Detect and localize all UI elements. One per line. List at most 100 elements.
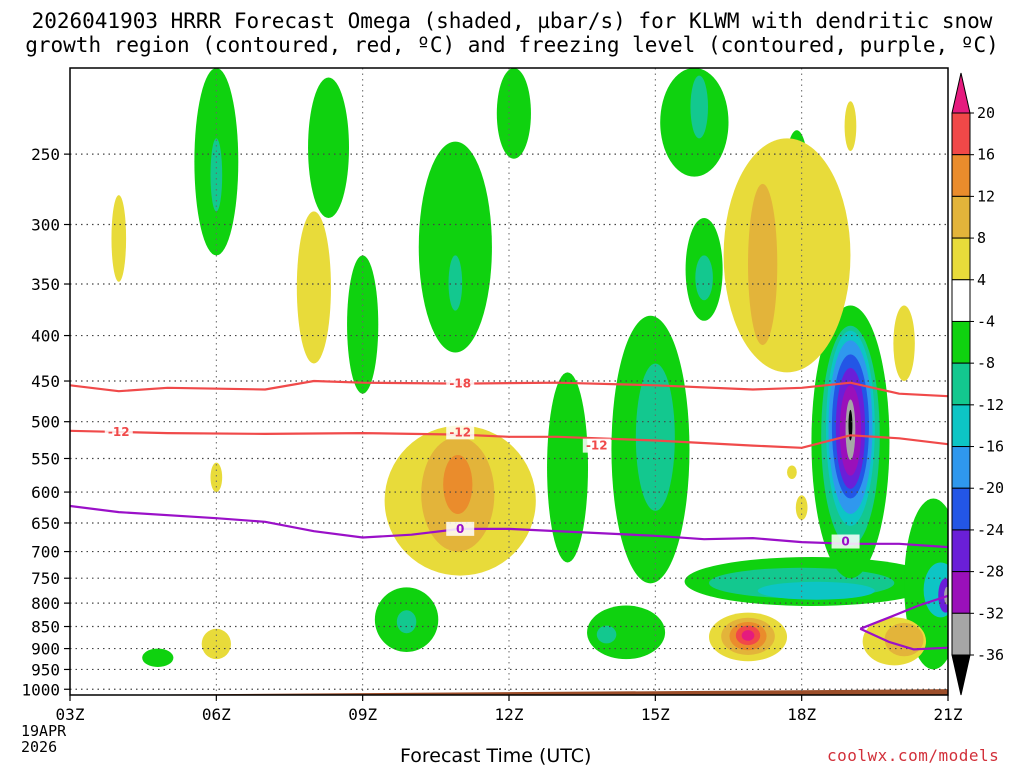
omega-region-omega_neg_36 xyxy=(848,409,853,441)
y-tick-label: 500 xyxy=(31,413,60,432)
y-tick-label: 350 xyxy=(31,275,60,294)
omega-region-omega_pos_8 xyxy=(748,183,778,346)
x-tick-label: 21Z xyxy=(934,705,963,724)
colorbar-label: 4 xyxy=(977,271,986,289)
colorbar-box xyxy=(951,487,971,531)
gridlines xyxy=(70,68,948,695)
y-tick-label: 850 xyxy=(31,618,60,637)
y-tick-label: 800 xyxy=(31,594,60,613)
colorbar-box xyxy=(951,362,971,406)
chart-title-line-2: growth region (contoured, red, ºC) and f… xyxy=(25,33,999,57)
x-tick-label: 12Z xyxy=(495,705,524,724)
colorbar-label: 20 xyxy=(977,104,995,122)
omega-region-omega_neg_8 xyxy=(210,138,223,212)
omega-shading xyxy=(111,68,948,670)
y-tick-label: 550 xyxy=(31,449,60,468)
dgz-contour-label-bg xyxy=(446,425,475,440)
freezing-level-label: 0 xyxy=(841,535,849,549)
contour-lines: -18 -12 -12 -12 0 0 xyxy=(70,376,948,651)
omega-region-omega_neg_8 xyxy=(448,255,463,311)
y-tick-label: 250 xyxy=(31,145,60,164)
ground-layer xyxy=(70,689,948,696)
colorbar-label: -36 xyxy=(977,646,1004,664)
dgz-contour-label-bg xyxy=(582,438,611,453)
omega-region-omega_neg_8 xyxy=(690,75,709,139)
y-tick-label: 300 xyxy=(31,216,60,235)
colorbar-box xyxy=(951,320,971,364)
dgz-contour-label: -12 xyxy=(586,439,608,453)
y-tick-label: 650 xyxy=(31,514,60,533)
x-axis-year-label: 2026 xyxy=(21,738,58,756)
omega-region-omega_pos_4 xyxy=(844,101,857,152)
y-tick-label: 900 xyxy=(31,640,60,659)
freezing-level-line xyxy=(859,594,948,630)
omega-region-omega_pos_4 xyxy=(893,305,915,382)
y-tick-label: 450 xyxy=(31,372,60,391)
omega-region-omega_pos_4 xyxy=(201,628,231,660)
colorbar-box xyxy=(951,446,971,489)
omega-region-omega_neg_8 xyxy=(396,610,417,634)
omega-region-omega_pos_4 xyxy=(111,195,127,282)
omega-region-omega_pos_4 xyxy=(723,138,851,373)
colorbar-label: -4 xyxy=(977,312,995,330)
colorbar-label: -28 xyxy=(977,563,1004,581)
colorbar-top-arrow xyxy=(951,72,971,114)
omega-region-omega_neg_4 xyxy=(142,648,174,668)
omega-region-omega_neg_4 xyxy=(587,605,666,660)
colorbar-label: -20 xyxy=(977,479,1004,497)
y-tick-label: 700 xyxy=(31,543,60,562)
colorbar-box xyxy=(951,279,971,322)
omega-region-omega_neg_4 xyxy=(547,372,589,563)
omega-region-omega_pos_4 xyxy=(787,465,797,479)
colorbar-box xyxy=(951,404,971,448)
dgz-contour-line xyxy=(70,379,948,398)
colorbar-label: -16 xyxy=(977,438,1004,456)
colorbar-box xyxy=(951,112,971,156)
freezing-level-line xyxy=(70,504,948,549)
y-tick-label: 1000 xyxy=(21,680,60,699)
omega-region-omega_neg_8 xyxy=(695,255,713,301)
omega-region-omega_pos_8 xyxy=(884,622,924,657)
omega-region-omega_pos_20 xyxy=(741,630,755,641)
omega-region-omega_neg_4 xyxy=(308,77,350,219)
colorbar-label: -12 xyxy=(977,396,1004,414)
x-axis-date-label: 19APR xyxy=(21,722,67,740)
omega-region-omega_neg_4 xyxy=(347,255,379,394)
y-tick-label: 400 xyxy=(31,327,60,346)
colorbar-box xyxy=(951,571,971,614)
colorbar-label: 8 xyxy=(977,229,986,247)
colorbar-label: 12 xyxy=(977,187,995,205)
freezing-level-label-bg xyxy=(446,521,475,536)
colorbar-box xyxy=(951,195,971,239)
x-tick-label: 18Z xyxy=(787,705,816,724)
omega-region-omega_pos_4 xyxy=(210,462,223,493)
colorbar-box xyxy=(951,237,971,281)
omega-region-omega_neg_4 xyxy=(496,68,531,159)
x-tick-label: 03Z xyxy=(56,705,85,724)
omega-region-omega_pos_4 xyxy=(296,211,331,364)
freezing-level-label-bg xyxy=(831,534,860,549)
colorbar-bottom-arrow xyxy=(951,654,971,696)
omega-region-omega_pos_12 xyxy=(443,454,473,514)
omega-region-omega_neg_24 xyxy=(938,578,948,613)
x-tick-label: 15Z xyxy=(641,705,670,724)
chart-title-line-1: 2026041903 HRRR Forecast Omega (shaded, … xyxy=(31,9,993,33)
colorbar-label: -24 xyxy=(977,521,1004,539)
omega-region-omega_neg_4 xyxy=(418,141,492,353)
colorbar-box xyxy=(951,612,971,656)
credit-link[interactable]: coolwx.com/models xyxy=(827,746,1000,765)
x-axis-title: Forecast Time (UTC) xyxy=(400,745,592,767)
freezing-level-label: 0 xyxy=(456,522,464,536)
dgz-contour-line xyxy=(70,429,948,449)
y-tick-label: 600 xyxy=(31,483,60,502)
dgz-contour-label-bg xyxy=(104,424,133,439)
dgz-contour-label-bg xyxy=(446,376,475,391)
colorbar-label: -32 xyxy=(977,604,1004,622)
colorbar-box xyxy=(951,154,971,197)
omega-region-omega_pos_4 xyxy=(795,495,808,520)
colorbar-label: -8 xyxy=(977,354,995,372)
omega-region-omega_neg_8 xyxy=(596,625,617,644)
omega-region-omega_neg_12 xyxy=(757,581,875,600)
y-tick-label: 750 xyxy=(31,569,60,588)
